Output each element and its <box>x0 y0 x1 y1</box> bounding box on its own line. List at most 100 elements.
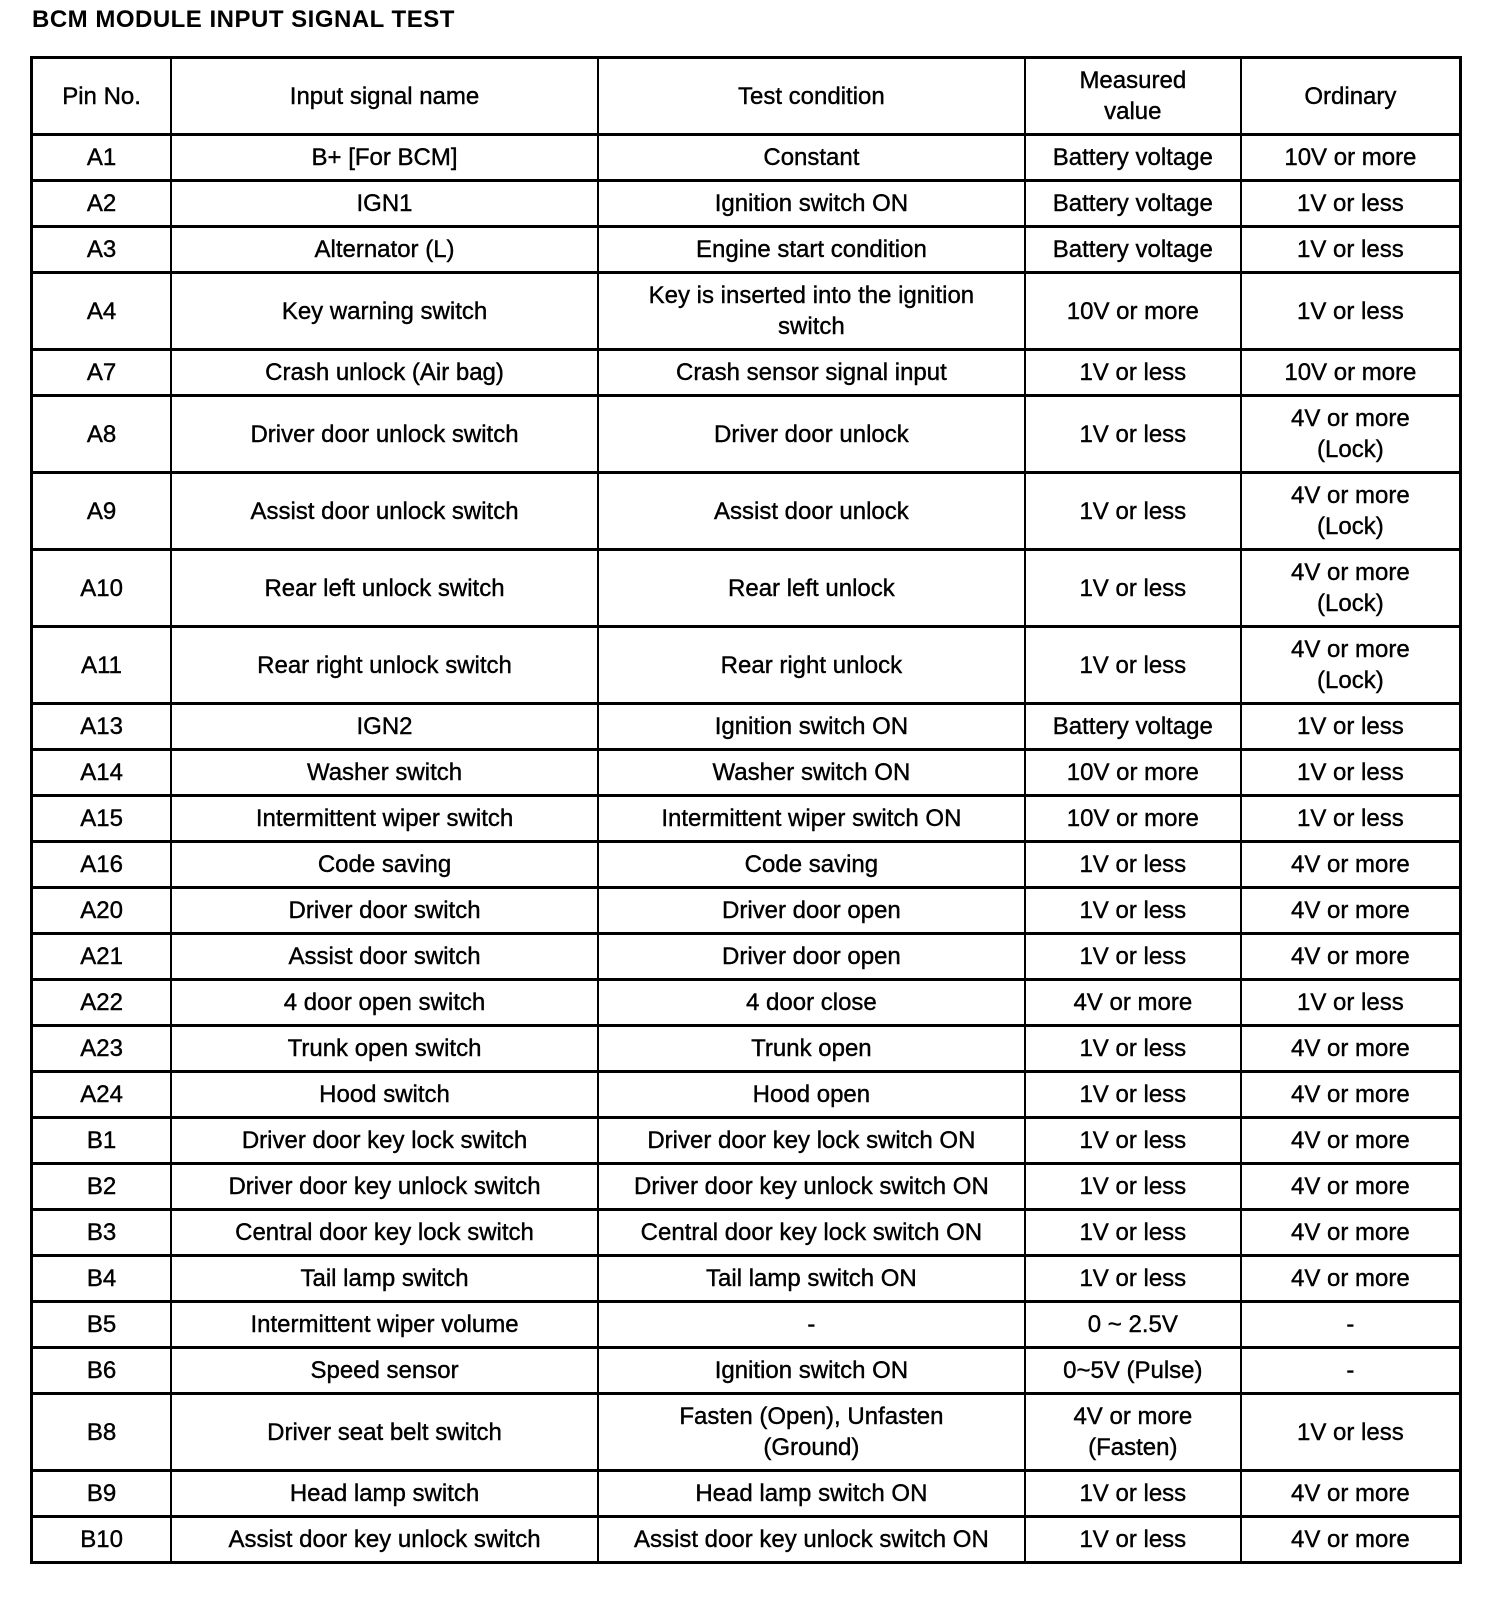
cell-measured-value: 1V or less <box>1023 1208 1242 1257</box>
cell-ordinary: 4V or more <box>1239 1162 1462 1211</box>
header-measured-value: Measured value <box>1023 56 1242 136</box>
cell-ordinary: 1V or less <box>1239 748 1462 797</box>
cell-test-condition: Driver door key unlock switch ON <box>596 1162 1026 1211</box>
cell-ordinary: 4V or more (Lock) <box>1239 548 1462 628</box>
cell-ordinary: 4V or more <box>1239 1116 1462 1165</box>
table-row: A9 Assist door unlock switch Assist door u… <box>30 471 1462 551</box>
cell-test-condition: Rear left unlock <box>596 548 1026 628</box>
cell-measured-value: 1V or less <box>1023 840 1242 889</box>
table-row: A1 B+ [For BCM] Constant Battery voltage 10V… <box>30 133 1462 182</box>
cell-input-signal-name: Central door key lock switch <box>170 1208 599 1257</box>
cell-measured-value: 1V or less <box>1023 1162 1242 1211</box>
cell-measured-value: 0 ~ 2.5V <box>1023 1300 1242 1349</box>
cell-input-signal-name: Driver door key lock switch <box>170 1116 599 1165</box>
header-test-condition: Test condition <box>596 56 1026 136</box>
table-row: A2 IGN1 Ignition switch ON Battery voltage 1… <box>30 179 1462 228</box>
cell-measured-value: 1V or less <box>1023 1515 1242 1564</box>
cell-test-condition: Crash sensor signal input <box>596 348 1026 397</box>
cell-test-condition: Code saving <box>596 840 1026 889</box>
cell-input-signal-name: Assist door key unlock switch <box>170 1515 599 1564</box>
cell-pin-no: A15 <box>30 794 173 843</box>
cell-input-signal-name: Head lamp switch <box>170 1469 599 1518</box>
table-row: A16 Code saving Code saving 1V or less 4V or… <box>30 840 1462 889</box>
cell-measured-value: 1V or less <box>1023 1070 1242 1119</box>
cell-measured-value: 10V or more <box>1023 271 1242 351</box>
cell-test-condition: 4 door close <box>596 978 1026 1027</box>
cell-measured-value: 4V or more <box>1023 978 1242 1027</box>
cell-ordinary: 1V or less <box>1239 1392 1462 1472</box>
cell-ordinary: 1V or less <box>1239 794 1462 843</box>
header-ordinary: Ordinary <box>1239 56 1462 136</box>
cell-test-condition: Key is inserted into the ignition switch <box>596 271 1026 351</box>
cell-ordinary: 1V or less <box>1239 225 1462 274</box>
cell-measured-value: Battery voltage <box>1023 133 1242 182</box>
cell-test-condition: Driver door unlock <box>596 394 1026 474</box>
cell-pin-no: A9 <box>30 471 173 551</box>
cell-pin-no: B8 <box>30 1392 173 1472</box>
cell-ordinary: 4V or more <box>1239 1469 1462 1518</box>
cell-ordinary: - <box>1239 1346 1462 1395</box>
cell-test-condition: Driver door open <box>596 886 1026 935</box>
cell-input-signal-name: B+ [For BCM] <box>170 133 599 182</box>
cell-input-signal-name: Tail lamp switch <box>170 1254 599 1303</box>
cell-measured-value: 1V or less <box>1023 1254 1242 1303</box>
cell-measured-value: 1V or less <box>1023 471 1242 551</box>
signal-test-table: Pin No. Input signal name Test condition Me… <box>30 56 1462 1564</box>
table-row: A14 Washer switch Washer switch ON 10V or m… <box>30 748 1462 797</box>
table-row: B4 Tail lamp switch Tail lamp switch ON 1V … <box>30 1254 1462 1303</box>
cell-input-signal-name: Speed sensor <box>170 1346 599 1395</box>
cell-pin-no: B5 <box>30 1300 173 1349</box>
cell-ordinary: 4V or more (Lock) <box>1239 394 1462 474</box>
table-row: B1 Driver door key lock switch Driver door… <box>30 1116 1462 1165</box>
cell-ordinary: 4V or more (Lock) <box>1239 471 1462 551</box>
cell-pin-no: B2 <box>30 1162 173 1211</box>
cell-input-signal-name: Rear left unlock switch <box>170 548 599 628</box>
cell-ordinary: 4V or more <box>1239 932 1462 981</box>
cell-input-signal-name: Intermittent wiper switch <box>170 794 599 843</box>
table-row: A4 Key warning switch Key is inserted into… <box>30 271 1462 351</box>
cell-ordinary: 4V or more <box>1239 840 1462 889</box>
cell-test-condition: Hood open <box>596 1070 1026 1119</box>
table-row: A13 IGN2 Ignition switch ON Battery voltage… <box>30 702 1462 751</box>
cell-input-signal-name: Hood switch <box>170 1070 599 1119</box>
table-row: B6 Speed sensor Ignition switch ON 0~5V (Pu… <box>30 1346 1462 1395</box>
cell-pin-no: B6 <box>30 1346 173 1395</box>
header-pin-no: Pin No. <box>30 56 173 136</box>
cell-pin-no: A20 <box>30 886 173 935</box>
cell-pin-no: A7 <box>30 348 173 397</box>
table-row: A3 Alternator (L) Engine start condition Ba… <box>30 225 1462 274</box>
cell-test-condition: Central door key lock switch ON <box>596 1208 1026 1257</box>
table-row: B3 Central door key lock switch Central do… <box>30 1208 1462 1257</box>
cell-measured-value: 1V or less <box>1023 394 1242 474</box>
cell-input-signal-name: Intermittent wiper volume <box>170 1300 599 1349</box>
cell-measured-value: 4V or more (Fasten) <box>1023 1392 1242 1472</box>
cell-pin-no: A22 <box>30 978 173 1027</box>
cell-pin-no: A1 <box>30 133 173 182</box>
cell-pin-no: A14 <box>30 748 173 797</box>
cell-pin-no: B10 <box>30 1515 173 1564</box>
cell-measured-value: 1V or less <box>1023 348 1242 397</box>
cell-input-signal-name: Code saving <box>170 840 599 889</box>
cell-measured-value: 1V or less <box>1023 1116 1242 1165</box>
cell-test-condition: - <box>596 1300 1026 1349</box>
cell-measured-value: 1V or less <box>1023 1024 1242 1073</box>
cell-test-condition: Assist door key unlock switch ON <box>596 1515 1026 1564</box>
cell-measured-value: Battery voltage <box>1023 702 1242 751</box>
cell-input-signal-name: Crash unlock (Air bag) <box>170 348 599 397</box>
cell-test-condition: Tail lamp switch ON <box>596 1254 1026 1303</box>
cell-pin-no: A11 <box>30 625 173 705</box>
cell-pin-no: B9 <box>30 1469 173 1518</box>
cell-pin-no: A10 <box>30 548 173 628</box>
cell-pin-no: A8 <box>30 394 173 474</box>
cell-measured-value: 1V or less <box>1023 1469 1242 1518</box>
cell-test-condition: Driver door open <box>596 932 1026 981</box>
cell-test-condition: Head lamp switch ON <box>596 1469 1026 1518</box>
cell-measured-value: 1V or less <box>1023 886 1242 935</box>
table-row: A21 Assist door switch Driver door open 1V … <box>30 932 1462 981</box>
table-row: B2 Driver door key unlock switch Driver do… <box>30 1162 1462 1211</box>
cell-test-condition: Fasten (Open), Unfasten (Ground) <box>596 1392 1026 1472</box>
cell-pin-no: A23 <box>30 1024 173 1073</box>
cell-test-condition: Ignition switch ON <box>596 1346 1026 1395</box>
table-row: B9 Head lamp switch Head lamp switch ON 1V … <box>30 1469 1462 1518</box>
cell-input-signal-name: Driver seat belt switch <box>170 1392 599 1472</box>
